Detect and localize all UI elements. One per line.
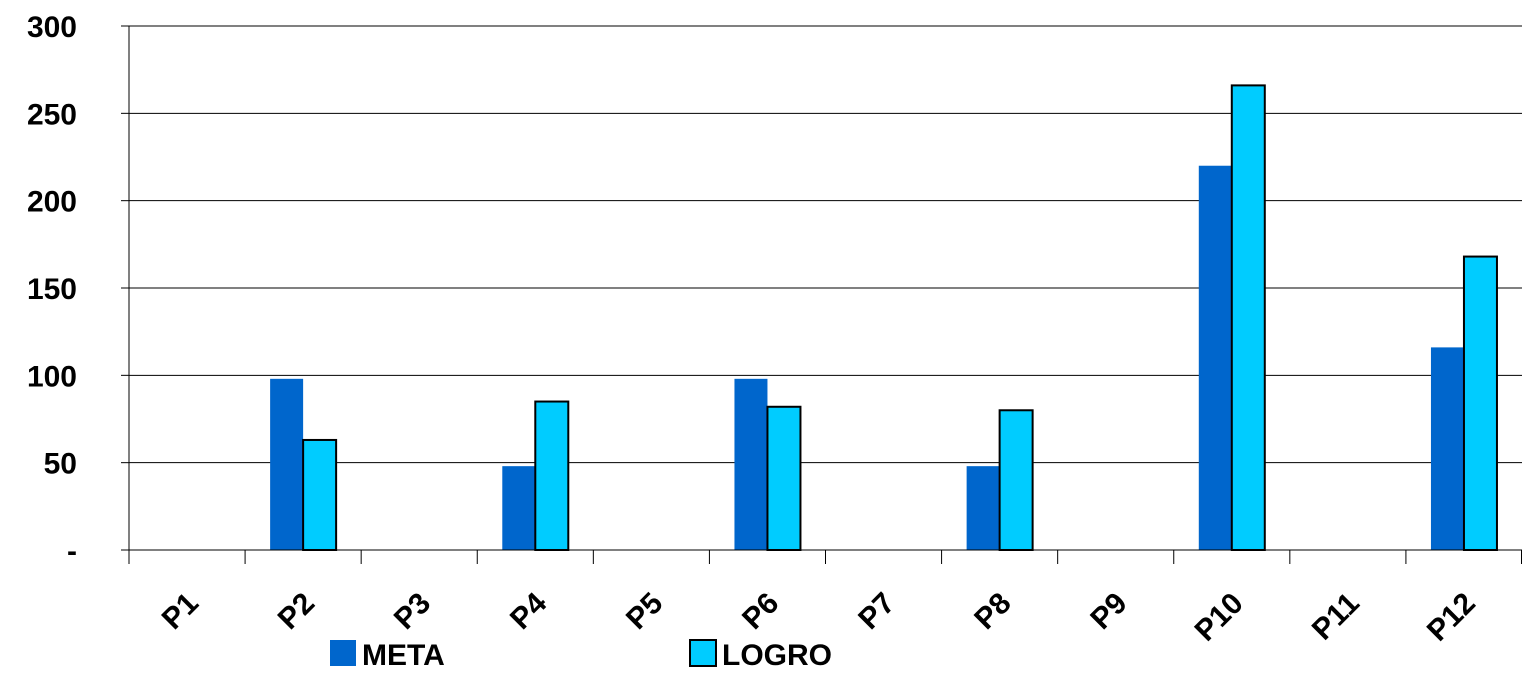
legend-swatch-meta [330, 640, 356, 666]
y-tick-labels: - 50 100 150 200 250 300 [27, 11, 77, 568]
y-tick-label: 150 [27, 273, 77, 306]
bar-logro-p12 [1462, 255, 1498, 551]
bar-meta-p2 [270, 378, 304, 550]
bar-meta-p8 [966, 466, 1000, 550]
bar-meta-p10 [1198, 165, 1232, 550]
legend-item-meta: META [330, 639, 445, 672]
x-tick-label-p1: P1 [156, 587, 205, 636]
x-tick-label-p6: P6 [736, 587, 785, 636]
x-tick-label-p3: P3 [388, 587, 437, 636]
bar-logro-p2 [302, 438, 338, 551]
bar-meta-p4 [502, 466, 536, 550]
x-tick-label-p8: P8 [968, 587, 1017, 636]
x-tick-label-p10: P10 [1189, 587, 1250, 648]
y-tick-label: - [67, 535, 77, 568]
bar-meta-p12 [1430, 347, 1464, 550]
bar-logro-p10 [1230, 84, 1266, 552]
y-tick-label: 200 [27, 186, 77, 219]
legend-label-logro: LOGRO [722, 639, 832, 672]
y-tick-label: 250 [27, 98, 77, 131]
bar-logro-p6 [766, 405, 802, 552]
x-tick-label-p9: P9 [1084, 587, 1133, 636]
y-tick-label: 50 [44, 448, 77, 481]
legend-label-meta: META [362, 639, 445, 672]
x-tick-label-p11: P11 [1306, 587, 1366, 647]
bar-meta-p6 [734, 378, 768, 550]
bar-logro-p8 [998, 409, 1034, 551]
x-tick-label-p12: P12 [1421, 587, 1482, 648]
y-tick-label: 300 [27, 11, 77, 44]
x-tick-label-p2: P2 [272, 587, 321, 636]
legend-swatch-logro [689, 639, 717, 667]
x-tick-label-p5: P5 [620, 587, 669, 636]
bar-logro-p4 [534, 400, 570, 551]
y-tick-label: 100 [27, 360, 77, 393]
legend: META LOGRO [330, 639, 832, 672]
gridlines [129, 25, 1522, 464]
axes [121, 25, 1522, 564]
legend-item-logro: LOGRO [689, 639, 832, 672]
x-tick-label-p7: P7 [852, 587, 901, 636]
x-tick-label-p4: P4 [504, 586, 554, 636]
bars [270, 84, 1498, 552]
